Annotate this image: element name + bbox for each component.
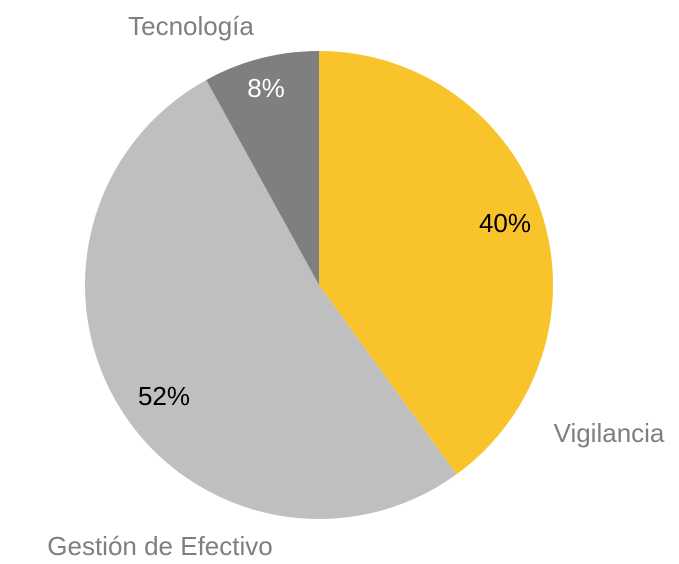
- value-label: 40%: [479, 208, 531, 238]
- pie-slice: [319, 51, 554, 475]
- category-label: Gestión de Efectivo: [47, 531, 272, 561]
- pie-slice: [206, 50, 319, 285]
- pie-slice: [85, 79, 457, 519]
- value-label: 8%: [247, 73, 285, 103]
- category-label: Vigilancia: [554, 418, 665, 448]
- category-label: Tecnología: [128, 11, 254, 41]
- value-label: 52%: [138, 381, 190, 411]
